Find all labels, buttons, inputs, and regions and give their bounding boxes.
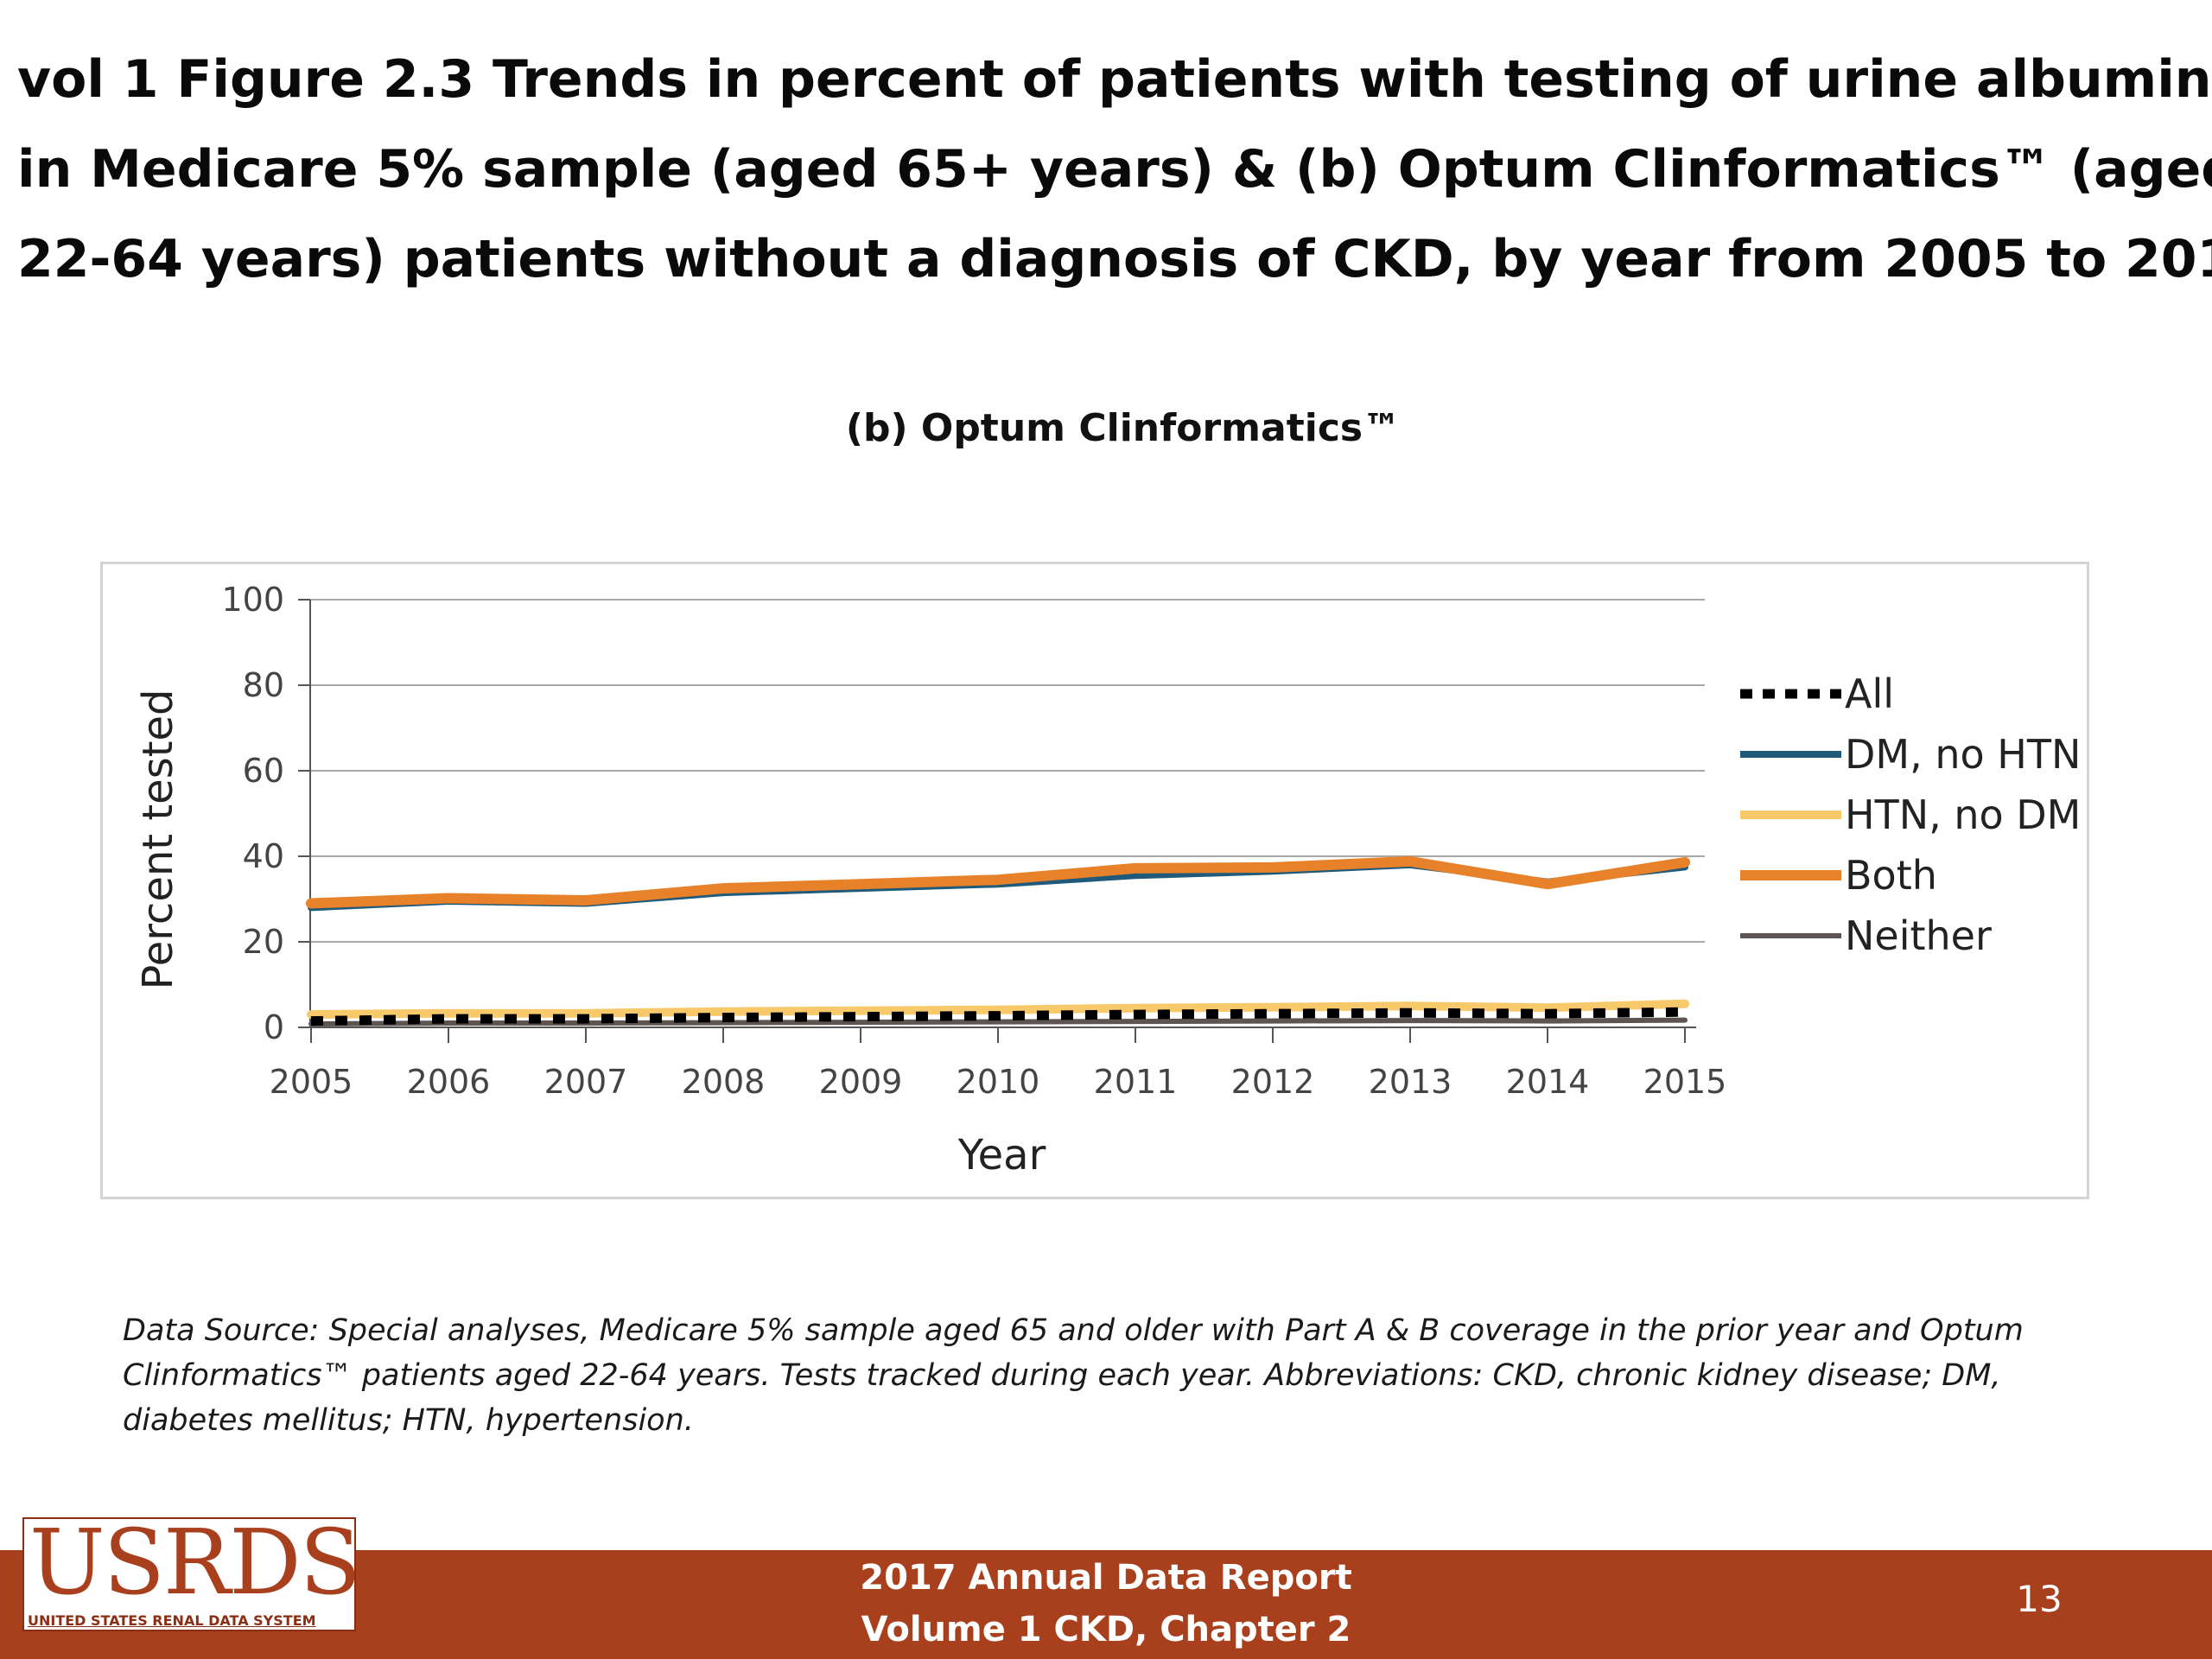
- line-chart: 0 20 40 60 80 100 2005 2006 2007 2008 2009 2010 2011…: [134, 581, 2081, 1179]
- chart-frame: 0 20 40 60 80 100 2005 2006 2007 2008 2009 2010 2011…: [100, 562, 2089, 1199]
- x-tick-label: 2011: [1094, 1063, 1178, 1101]
- footer-report-title: 2017 Annual Data Report Volume 1 CKD, Ch…: [691, 1552, 1521, 1656]
- x-tick-label: 2015: [1643, 1063, 1727, 1101]
- slide-title-line: in Medicare 5% sample (aged 65+ years) &…: [17, 139, 2212, 200]
- data-source-note: Data Source: Special analyses, Medicare …: [123, 1308, 2093, 1443]
- series-line-neither: [308, 1017, 1688, 1027]
- y-axis-label: Percent tested: [134, 689, 182, 989]
- series-line-htn-no-dm: [307, 999, 1689, 1020]
- y-tick-label: 20: [243, 923, 284, 961]
- footer-bar: [0, 1550, 2212, 1659]
- x-tick-label: 2013: [1369, 1063, 1452, 1101]
- legend-label: DM, no HTN: [1845, 731, 2081, 778]
- legend-label: Neither: [1845, 912, 1992, 959]
- legend-label: All: [1845, 671, 1894, 717]
- y-tick-label: 100: [221, 581, 284, 619]
- slide-title-line: vol 1 Figure 2.3 Trends in percent of pa…: [17, 49, 2212, 110]
- source-line: Data Source: Special analyses, Medicare …: [123, 1313, 2024, 1348]
- x-tick-label: 2008: [682, 1063, 766, 1101]
- slide-title: vol 1 Figure 2.3 Trends in percent of pa…: [17, 35, 2212, 304]
- footer-line: 2017 Annual Data Report: [860, 1558, 1352, 1598]
- series-line-all: [310, 1007, 1686, 1027]
- footer-line: Volume 1 CKD, Chapter 2: [861, 1610, 1351, 1649]
- y-tick-label: 60: [243, 752, 284, 790]
- legend-label: HTN, no DM: [1845, 791, 2081, 838]
- x-tick-label: 2009: [819, 1063, 903, 1101]
- x-tick-label: 2005: [270, 1063, 353, 1101]
- logo-wordmark: USRDS: [29, 1510, 361, 1615]
- x-tick-label: 2007: [544, 1063, 628, 1101]
- source-line: Clinformatics™ patients aged 22-64 years…: [123, 1358, 2001, 1393]
- usrds-logo: USRDS UNITED STATES RENAL DATA SYSTEM: [22, 1510, 361, 1631]
- legend-label: Both: [1845, 852, 1937, 899]
- x-tick-label: 2006: [407, 1063, 491, 1101]
- x-axis-label: Year: [957, 1131, 1046, 1179]
- y-tick-label: 80: [243, 666, 284, 704]
- y-tick-label: 40: [243, 837, 284, 875]
- x-tick-label: 2012: [1231, 1063, 1315, 1101]
- page-number: 13: [2016, 1578, 2063, 1620]
- series-line-both: [306, 855, 1690, 909]
- y-tick-label: 0: [264, 1008, 284, 1046]
- logo-tagline: UNITED STATES RENAL DATA SYSTEM: [28, 1612, 316, 1629]
- source-line: diabetes mellitus; HTN, hypertension.: [123, 1403, 694, 1438]
- chart-title: (b) Optum Clinformatics™: [845, 406, 1402, 450]
- slide-title-line: 22-64 years) patients without a diagnosi…: [17, 229, 2212, 289]
- x-tick-label: 2014: [1506, 1063, 1590, 1101]
- x-tick-label: 2010: [957, 1063, 1040, 1101]
